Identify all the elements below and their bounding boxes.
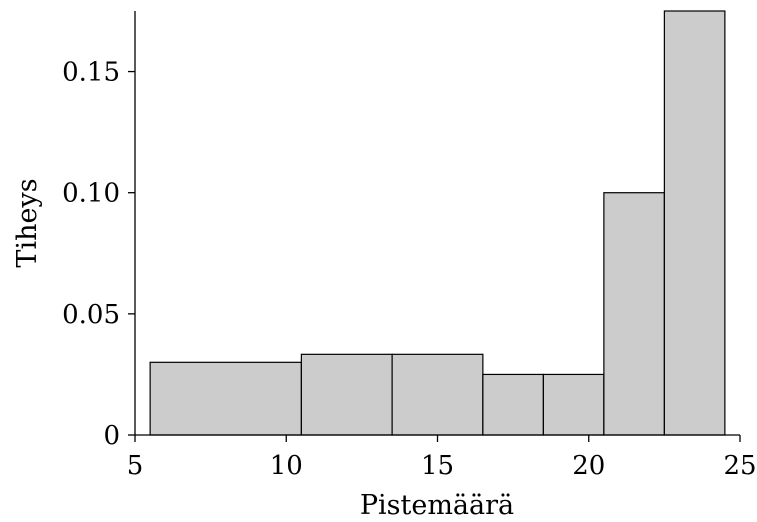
y-tick-label: 0 <box>103 421 120 451</box>
histogram-bars <box>149 10 726 436</box>
y-tick-label: 0.05 <box>62 300 120 330</box>
x-axis-title: Pistemäärä <box>360 490 514 521</box>
y-axis-title: Tiheys <box>12 178 43 267</box>
histogram-bar-2 <box>300 353 393 436</box>
histogram-bar-4 <box>482 373 544 436</box>
histogram-bar-6 <box>603 192 665 436</box>
x-tick-label: 15 <box>421 451 454 481</box>
y-tick-label: 0.10 <box>62 179 120 209</box>
x-axis-ticks: 5 10 15 20 25 <box>127 435 757 481</box>
y-axis-ticks: 0 0.05 0.10 0.15 <box>62 58 135 451</box>
histogram-bar-3 <box>391 353 484 436</box>
x-tick-label: 25 <box>723 451 756 481</box>
histogram-bar-1 <box>149 361 302 436</box>
histogram-bar-5 <box>542 373 605 436</box>
histogram-bar-7 <box>663 10 726 436</box>
y-tick-label: 0.15 <box>62 58 120 88</box>
x-tick-label: 20 <box>572 451 605 481</box>
x-tick-label: 10 <box>270 451 303 481</box>
x-tick-label: 5 <box>127 451 144 481</box>
